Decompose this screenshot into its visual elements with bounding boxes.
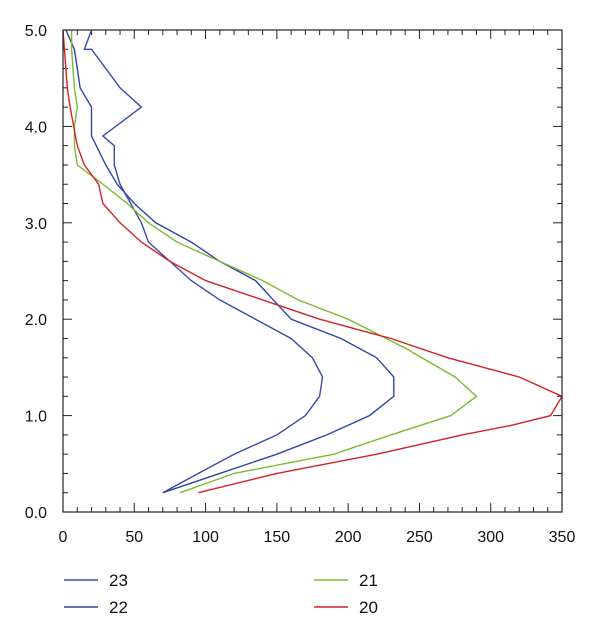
legend-label-21: 21	[359, 571, 378, 590]
x-tick-label: 0	[59, 529, 68, 546]
legend-label-22: 22	[109, 598, 128, 617]
y-tick-label: 0.0	[25, 505, 47, 522]
legend-label-23: 23	[109, 571, 128, 590]
legend-label-20: 20	[359, 598, 378, 617]
series-line-22	[65, 29, 395, 494]
plot-frame	[62, 29, 563, 513]
y-tick-label: 2.0	[25, 312, 47, 329]
legend: 23 22 21 20	[64, 571, 378, 617]
x-tick-label: 150	[264, 529, 291, 546]
tick-labels-layer: 0 50 100 150 200 250 300 350 0.0 1.0 2.0…	[25, 23, 576, 546]
y-tick-label: 5.0	[25, 23, 47, 40]
x-tick-label: 300	[477, 529, 504, 546]
series-line-23	[83, 29, 324, 494]
x-tick-label: 200	[335, 529, 362, 546]
series-line-20	[62, 29, 564, 494]
y-tick-label: 4.0	[25, 119, 47, 136]
x-tick-label: 100	[192, 529, 219, 546]
x-tick-label: 250	[406, 529, 433, 546]
y-tick-label: 3.0	[25, 216, 47, 233]
series-line-21	[70, 30, 478, 494]
x-tick-label: 50	[125, 529, 143, 546]
x-tick-label: 350	[549, 529, 576, 546]
series-layer	[62, 29, 564, 494]
y-tick-label: 1.0	[25, 409, 47, 426]
